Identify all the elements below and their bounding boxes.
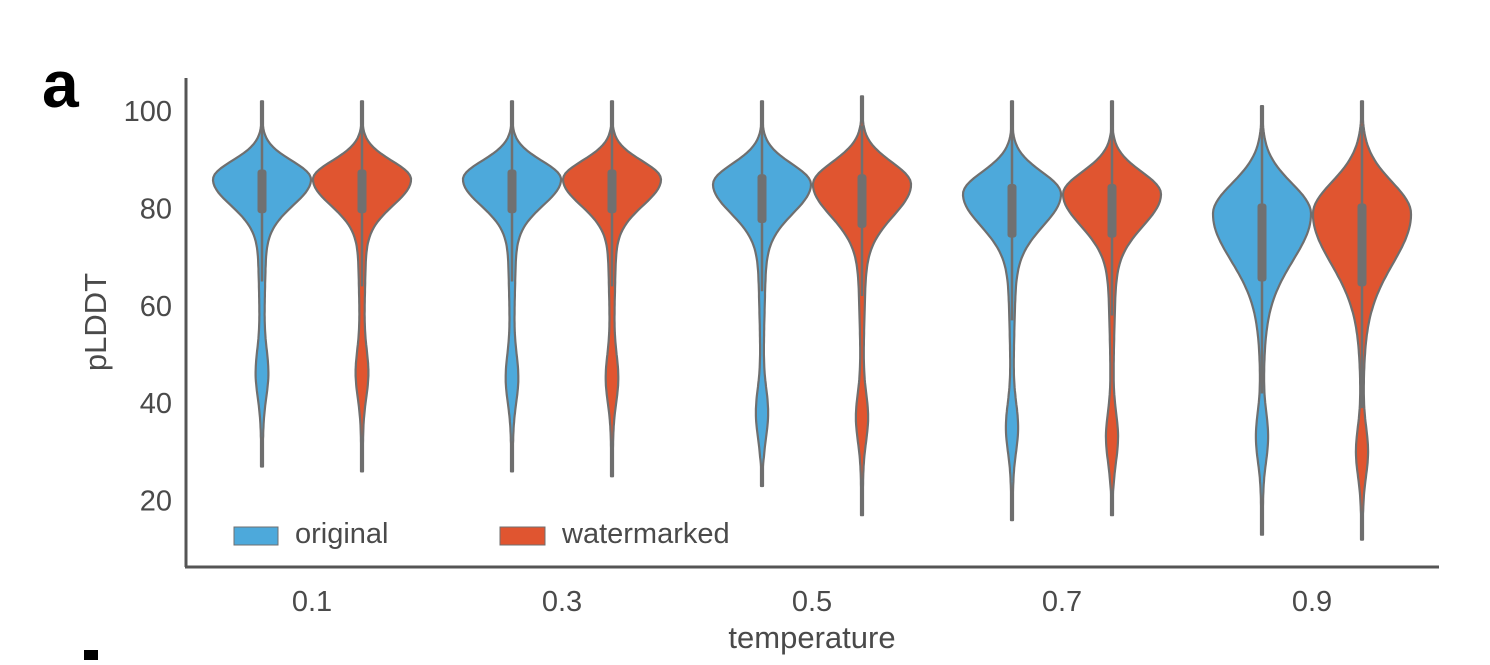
violin-watermarked-0.9	[1311, 100, 1413, 541]
violin-iqr-box	[607, 169, 617, 214]
violin-iqr-box	[1007, 184, 1017, 238]
y-axis-label: pLDDT	[78, 273, 113, 371]
violin-body	[561, 100, 663, 478]
y-tick-label: 60	[140, 291, 172, 323]
violin-original-0.1	[211, 100, 313, 468]
violin-iqr-box	[1257, 203, 1267, 282]
violin-iqr-box	[1357, 203, 1367, 287]
violin-watermarked-0.5	[811, 95, 913, 517]
violin-body	[211, 100, 313, 468]
violin-body	[461, 100, 563, 473]
y-tick-label: 80	[140, 193, 172, 225]
legend-swatch-watermarked	[499, 526, 546, 546]
x-tick-label: 0.1	[292, 586, 332, 618]
next-panel-label-fragment	[84, 650, 98, 660]
violin-iqr-box	[857, 174, 867, 228]
violin-original-0.3	[461, 100, 563, 473]
violin-original-0.9	[1211, 105, 1313, 536]
legend-swatch-original	[233, 526, 279, 546]
violin-original-0.5	[711, 100, 813, 488]
legend: original watermarked	[233, 518, 730, 550]
violin-watermarked-0.7	[1061, 100, 1163, 517]
legend-label-original: original	[295, 518, 389, 550]
violin-iqr-box	[1107, 184, 1117, 238]
y-tick-label: 100	[124, 96, 172, 128]
x-tick-label: 0.7	[1042, 586, 1082, 618]
legend-label-watermarked: watermarked	[561, 518, 730, 550]
violin-iqr-box	[257, 169, 267, 214]
y-tick-label: 20	[140, 486, 172, 518]
violin-iqr-box	[507, 169, 517, 214]
violin-watermarked-0.3	[561, 100, 663, 478]
violin-body	[311, 100, 413, 473]
violin-watermarked-0.1	[311, 100, 413, 473]
x-tick-label: 0.3	[542, 586, 582, 618]
y-tick-label: 40	[140, 388, 172, 420]
violin-iqr-box	[757, 174, 767, 224]
violin-original-0.7	[961, 100, 1063, 522]
x-tick-label: 0.9	[1292, 586, 1332, 618]
x-axis-label: temperature	[728, 620, 895, 655]
panel-label: a	[42, 47, 80, 121]
violin-body	[711, 100, 813, 488]
x-tick-label: 0.5	[792, 586, 832, 618]
violin-iqr-box	[357, 169, 367, 214]
violin-body	[811, 95, 913, 517]
